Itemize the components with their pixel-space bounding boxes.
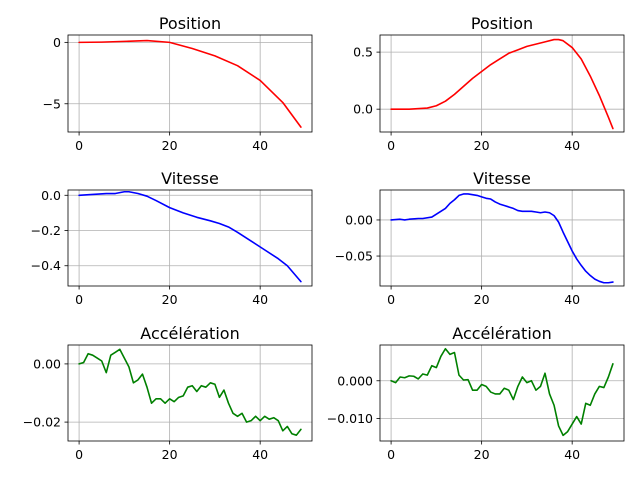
x-tick-label: 0	[75, 447, 83, 462]
subplot-vitesse-right: 0 20 40 0.00 −0.05 Vitesse	[335, 169, 625, 307]
x-tick-label: 20	[162, 292, 178, 307]
chart-title: Accélération	[452, 324, 551, 343]
axes-frame	[67, 189, 313, 287]
y-tick-label: −5	[43, 96, 61, 111]
x-tick-label: 20	[474, 292, 490, 307]
y-tick-label: 0.00	[345, 212, 373, 227]
y-tick-label: 0	[53, 35, 61, 50]
x-tick-label: 20	[162, 447, 178, 462]
y-tick-label: −0.010	[327, 411, 373, 426]
axes-frame	[379, 344, 625, 442]
axes-frame	[67, 34, 313, 133]
y-tick-label: 0.00	[33, 356, 61, 371]
x-tick-label: 0	[75, 292, 83, 307]
series-line	[78, 39, 302, 128]
axes-frame	[379, 34, 625, 133]
x-tick-label: 40	[252, 447, 268, 462]
x-tick-label: 40	[564, 447, 580, 462]
series-line	[78, 190, 302, 283]
y-tick-label: 0.0	[41, 188, 61, 203]
x-tick-label: 40	[564, 138, 580, 153]
x-tick-label: 20	[474, 447, 490, 462]
series-line	[390, 193, 614, 284]
axes-frame	[67, 344, 313, 442]
chart-title: Vitesse	[473, 169, 531, 188]
subplot-vitesse-left: 0 20 40 0.0 −0.2 −0.4 Vitesse	[31, 169, 313, 307]
y-tick-label: 0.0	[353, 102, 373, 117]
y-tick-label: −0.2	[31, 223, 61, 238]
x-tick-label: 0	[387, 292, 395, 307]
series-line	[78, 348, 302, 436]
x-tick-label: 40	[252, 138, 268, 153]
y-tick-label: 0.000	[337, 373, 373, 388]
subplot-acceleration-right: 0 20 40 0.000 −0.010 Accélération	[327, 324, 625, 462]
subplot-position-right: 0 20 40 0.5 0.0 Position	[353, 14, 625, 153]
chart-title: Accélération	[140, 324, 239, 343]
series-line	[390, 347, 614, 437]
x-tick-label: 40	[252, 292, 268, 307]
subplot-position-left: 0 20 40 0 −5 Position	[43, 14, 313, 153]
x-tick-label: 0	[387, 138, 395, 153]
x-tick-label: 20	[474, 138, 490, 153]
x-tick-label: 20	[162, 138, 178, 153]
y-tick-label: 0.5	[353, 45, 373, 60]
axes-frame	[379, 189, 625, 287]
y-tick-label: −0.05	[335, 249, 373, 264]
series-line	[390, 38, 614, 130]
x-tick-label: 0	[75, 138, 83, 153]
chart-title: Vitesse	[161, 169, 219, 188]
chart-title: Position	[159, 14, 221, 33]
x-tick-label: 40	[564, 292, 580, 307]
x-tick-label: 0	[387, 447, 395, 462]
subplot-acceleration-left: 0 20 40 0.00 −0.02 Accélération	[23, 324, 313, 462]
chart-title: Position	[471, 14, 533, 33]
y-tick-label: −0.4	[31, 258, 61, 273]
y-tick-label: −0.02	[23, 415, 61, 430]
